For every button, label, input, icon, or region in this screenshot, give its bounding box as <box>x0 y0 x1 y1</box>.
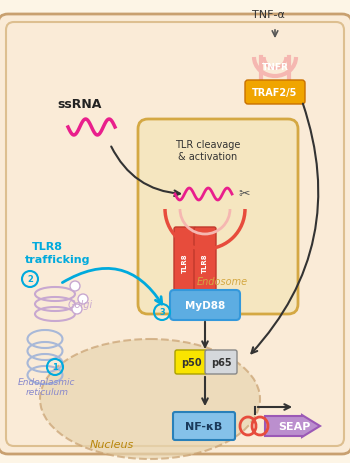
FancyBboxPatch shape <box>174 227 196 296</box>
Text: TNF-α: TNF-α <box>252 10 285 20</box>
Text: SEAP: SEAP <box>278 421 310 431</box>
FancyBboxPatch shape <box>173 412 235 440</box>
Circle shape <box>78 294 88 304</box>
FancyArrow shape <box>265 415 320 437</box>
Text: 2: 2 <box>27 275 33 284</box>
Text: p65: p65 <box>211 357 231 367</box>
Text: trafficking: trafficking <box>25 255 91 264</box>
Ellipse shape <box>40 339 260 459</box>
Circle shape <box>70 282 80 291</box>
Text: TLR cleavage: TLR cleavage <box>175 140 241 150</box>
Text: Endoplasmic: Endoplasmic <box>18 377 76 386</box>
Text: ✂: ✂ <box>238 187 250 200</box>
FancyArrowPatch shape <box>62 269 162 304</box>
Text: 3: 3 <box>159 308 165 317</box>
Circle shape <box>72 304 82 314</box>
Text: 1: 1 <box>52 363 58 372</box>
FancyBboxPatch shape <box>0 15 350 454</box>
Text: Nucleus: Nucleus <box>90 439 134 449</box>
Text: TLR8: TLR8 <box>32 242 63 251</box>
Text: Endosome: Endosome <box>196 276 247 287</box>
Text: TLR8: TLR8 <box>202 253 208 272</box>
Text: NF-κB: NF-κB <box>186 421 223 431</box>
FancyBboxPatch shape <box>245 81 305 105</box>
Text: Golgi: Golgi <box>68 300 93 309</box>
FancyBboxPatch shape <box>138 120 298 314</box>
Text: ssRNA: ssRNA <box>58 98 102 111</box>
FancyBboxPatch shape <box>194 227 216 296</box>
Text: & activation: & activation <box>178 152 238 162</box>
FancyBboxPatch shape <box>170 290 240 320</box>
FancyArrowPatch shape <box>111 147 180 197</box>
Text: TRAF2/5: TRAF2/5 <box>252 88 298 98</box>
Text: reticulum: reticulum <box>26 387 69 396</box>
FancyBboxPatch shape <box>205 350 237 374</box>
FancyBboxPatch shape <box>175 350 207 374</box>
Text: MyD88: MyD88 <box>185 300 225 310</box>
FancyArrowPatch shape <box>251 105 318 353</box>
Text: TLR8: TLR8 <box>182 253 188 272</box>
Text: TNFR: TNFR <box>261 63 288 72</box>
Text: p50: p50 <box>181 357 201 367</box>
